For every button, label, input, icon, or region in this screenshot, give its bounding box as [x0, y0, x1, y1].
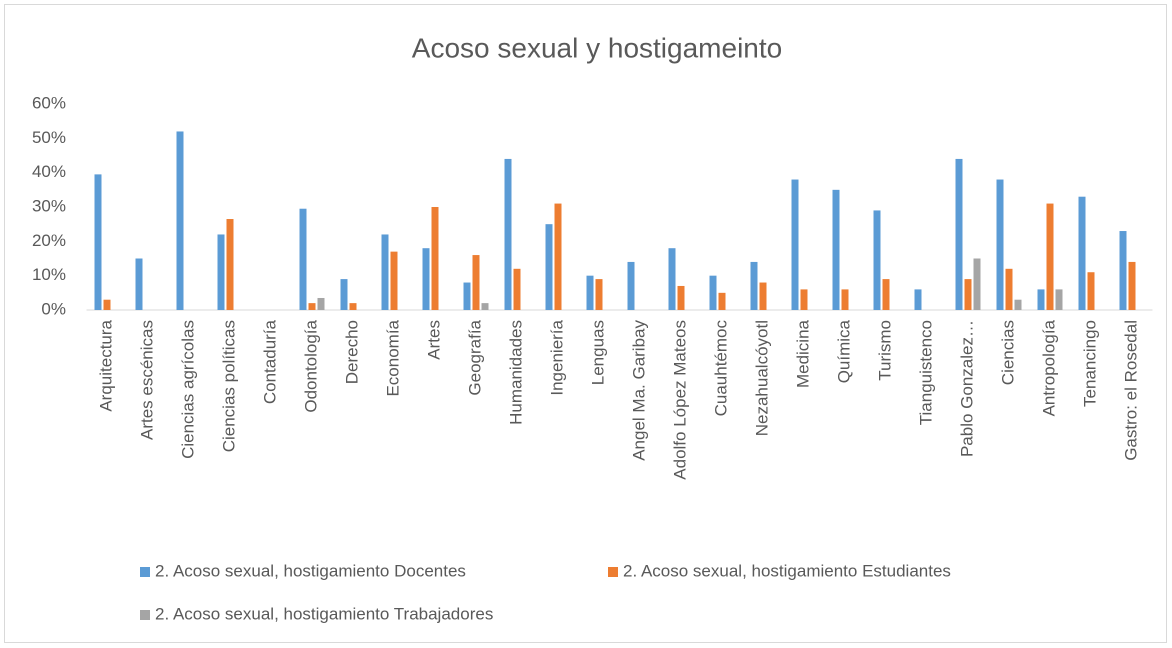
bar [791, 179, 799, 310]
x-tick-label: Angel Ma. Garibay [629, 320, 648, 461]
y-tick-label: 0% [41, 299, 66, 318]
bar [463, 282, 471, 310]
bar [381, 234, 389, 310]
y-tick-label: 60% [32, 93, 66, 112]
bar [217, 234, 225, 310]
chart-title: Acoso sexual y hostigameinto [412, 32, 782, 63]
bar [973, 258, 981, 310]
bar [964, 279, 972, 310]
chart-frame [4, 4, 1167, 643]
y-tick-label: 50% [32, 128, 66, 147]
bar [750, 261, 758, 310]
legend-swatch [140, 567, 150, 577]
bar [1037, 289, 1045, 310]
x-tick-label: Gastro: el Rosedal [1121, 320, 1140, 461]
bar [317, 297, 325, 310]
x-tick-label: Ciencias [998, 320, 1017, 385]
bar [1046, 203, 1054, 310]
bar [1005, 268, 1013, 310]
legend-swatch [608, 567, 618, 577]
bar [1128, 261, 1136, 310]
legend-label: 2. Acoso sexual, hostigamiento Docentes [155, 561, 466, 580]
bar [299, 208, 307, 310]
bar [914, 289, 922, 310]
bar [135, 258, 143, 310]
y-tick-label: 40% [32, 162, 66, 181]
x-tick-label: Medicina [793, 319, 812, 388]
y-tick-label: 20% [32, 231, 66, 250]
x-tick-label: Ciencias agrícolas [178, 320, 197, 459]
x-tick-label: Contaduría [260, 319, 279, 404]
x-tick-label: Adolfo López Mateos [670, 320, 689, 480]
x-tick-label: Turismo [875, 320, 894, 381]
x-tick-label: Pablo Gonzalez… [957, 320, 976, 457]
x-tick-label: Química [834, 319, 853, 383]
bar [513, 268, 521, 310]
bar [1014, 299, 1022, 310]
bar [1055, 289, 1063, 310]
bar [504, 158, 512, 310]
bar [832, 189, 840, 310]
x-tick-label: Arquitectura [96, 319, 115, 411]
bar [481, 303, 489, 310]
x-tick-label: Artes escénicas [137, 320, 156, 440]
bar [996, 179, 1004, 310]
x-tick-label: Humanidades [506, 320, 525, 425]
bar [595, 279, 603, 310]
bar [882, 279, 890, 310]
bar [718, 292, 726, 310]
x-tick-label: Artes [424, 320, 443, 360]
bar [226, 219, 234, 310]
bar [1078, 196, 1086, 310]
x-tick-label: Ingeniería [547, 319, 566, 395]
bar [677, 285, 685, 310]
bar [586, 275, 594, 310]
bar [349, 303, 357, 310]
x-tick-label: Nezahualcóyotl [752, 320, 771, 436]
bar [627, 261, 635, 310]
x-tick-label: Odontología [301, 319, 320, 412]
bar [800, 289, 808, 310]
bar [308, 303, 316, 310]
bar [1087, 272, 1095, 310]
bar [554, 203, 562, 310]
x-tick-label: Lenguas [588, 320, 607, 385]
bar [709, 275, 717, 310]
x-tick-label: Geografía [465, 319, 484, 395]
bar [873, 210, 881, 310]
bar [955, 158, 963, 310]
bar [841, 289, 849, 310]
legend-swatch [140, 610, 150, 620]
bar [176, 131, 184, 310]
bar [1119, 231, 1127, 310]
x-tick-label: Tenancingo [1080, 320, 1099, 407]
bar [340, 279, 348, 310]
bar [422, 248, 430, 310]
bar [759, 282, 767, 310]
legend-label: 2. Acoso sexual, hostigamiento Trabajado… [155, 604, 493, 623]
bar [472, 255, 480, 310]
x-tick-label: Ciencias políticas [219, 320, 238, 452]
y-tick-label: 10% [32, 265, 66, 284]
bar [668, 248, 676, 310]
x-tick-label: Tianguistenco [916, 320, 935, 425]
bar [431, 207, 439, 310]
x-tick-label: Economía [383, 319, 402, 396]
bar [545, 224, 553, 310]
x-tick-label: Cuauhtémoc [711, 320, 730, 417]
x-tick-label: Antropología [1039, 319, 1058, 416]
bar [390, 251, 398, 310]
x-tick-label: Derecho [342, 320, 361, 384]
bar [103, 299, 111, 310]
bar [94, 174, 102, 310]
legend-label: 2. Acoso sexual, hostigamiento Estudiant… [623, 561, 951, 580]
y-tick-label: 30% [32, 196, 66, 215]
